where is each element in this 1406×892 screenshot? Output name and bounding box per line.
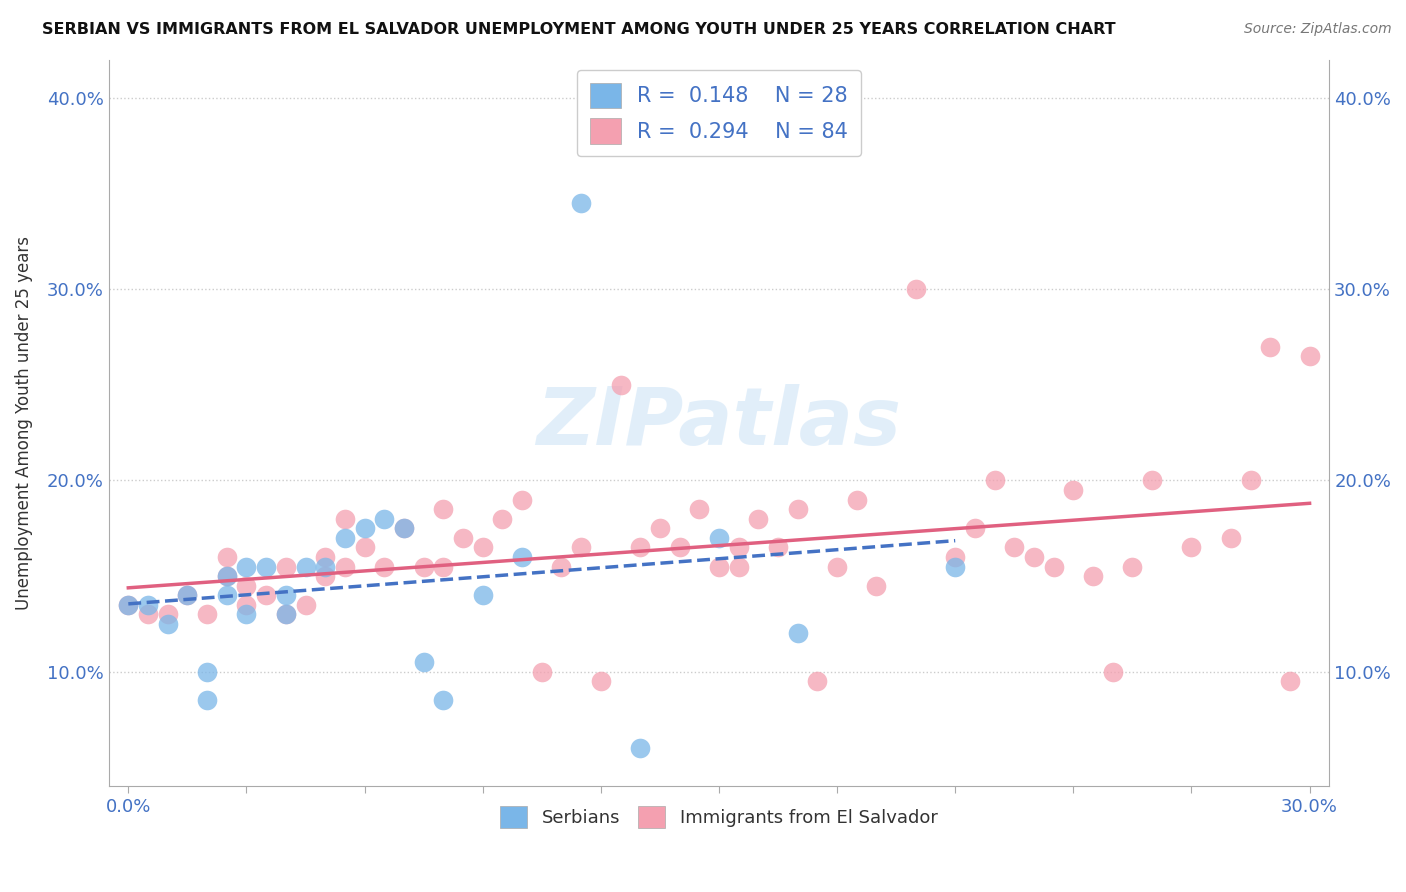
Point xyxy=(235,607,257,622)
Point xyxy=(1081,569,1104,583)
Point xyxy=(156,607,179,622)
Point xyxy=(727,541,749,555)
Point xyxy=(215,569,238,583)
Point xyxy=(904,282,927,296)
Point xyxy=(1180,541,1202,555)
Point xyxy=(156,616,179,631)
Point xyxy=(727,559,749,574)
Point xyxy=(1121,559,1143,574)
Point xyxy=(235,598,257,612)
Point xyxy=(314,569,336,583)
Point xyxy=(589,674,612,689)
Point xyxy=(845,492,868,507)
Point xyxy=(786,502,808,516)
Point xyxy=(333,559,356,574)
Point xyxy=(707,531,730,545)
Point xyxy=(412,655,434,669)
Point xyxy=(392,521,415,535)
Point xyxy=(235,559,257,574)
Point xyxy=(806,674,828,689)
Point xyxy=(274,588,297,602)
Point xyxy=(1042,559,1064,574)
Point xyxy=(1258,339,1281,353)
Point xyxy=(432,559,454,574)
Text: Source: ZipAtlas.com: Source: ZipAtlas.com xyxy=(1244,22,1392,37)
Point xyxy=(609,377,631,392)
Legend: Serbians, Immigrants from El Salvador: Serbians, Immigrants from El Salvador xyxy=(494,799,945,836)
Point xyxy=(333,531,356,545)
Point xyxy=(176,588,198,602)
Text: SERBIAN VS IMMIGRANTS FROM EL SALVADOR UNEMPLOYMENT AMONG YOUTH UNDER 25 YEARS C: SERBIAN VS IMMIGRANTS FROM EL SALVADOR U… xyxy=(42,22,1116,37)
Point xyxy=(963,521,986,535)
Point xyxy=(1219,531,1241,545)
Point xyxy=(550,559,572,574)
Point xyxy=(786,626,808,640)
Point xyxy=(117,598,139,612)
Point xyxy=(747,511,769,525)
Point xyxy=(432,693,454,707)
Point xyxy=(569,541,592,555)
Point xyxy=(628,541,651,555)
Point xyxy=(117,598,139,612)
Y-axis label: Unemployment Among Youth under 25 years: Unemployment Among Youth under 25 years xyxy=(15,236,32,610)
Point xyxy=(983,474,1005,488)
Point xyxy=(530,665,553,679)
Point xyxy=(1002,541,1025,555)
Point xyxy=(195,665,218,679)
Point xyxy=(274,607,297,622)
Point xyxy=(569,196,592,211)
Point xyxy=(628,741,651,756)
Point xyxy=(215,569,238,583)
Point xyxy=(176,588,198,602)
Point xyxy=(274,559,297,574)
Point xyxy=(353,521,375,535)
Point xyxy=(215,588,238,602)
Point xyxy=(1140,474,1163,488)
Point xyxy=(254,588,277,602)
Point xyxy=(471,588,494,602)
Point xyxy=(1101,665,1123,679)
Point xyxy=(373,511,395,525)
Point xyxy=(314,559,336,574)
Point xyxy=(510,492,533,507)
Point xyxy=(648,521,671,535)
Point xyxy=(254,559,277,574)
Point xyxy=(136,607,159,622)
Point xyxy=(766,541,789,555)
Point xyxy=(353,541,375,555)
Point xyxy=(1022,549,1045,564)
Point xyxy=(865,579,887,593)
Point xyxy=(373,559,395,574)
Point xyxy=(195,607,218,622)
Point xyxy=(235,579,257,593)
Point xyxy=(294,598,316,612)
Point xyxy=(707,559,730,574)
Point xyxy=(195,693,218,707)
Point xyxy=(1062,483,1084,497)
Point xyxy=(943,559,966,574)
Point xyxy=(294,559,316,574)
Point xyxy=(412,559,434,574)
Point xyxy=(1239,474,1261,488)
Point xyxy=(215,549,238,564)
Point xyxy=(688,502,710,516)
Point xyxy=(943,549,966,564)
Point xyxy=(333,511,356,525)
Point xyxy=(491,511,513,525)
Point xyxy=(274,607,297,622)
Point xyxy=(136,598,159,612)
Point xyxy=(471,541,494,555)
Text: ZIPatlas: ZIPatlas xyxy=(537,384,901,462)
Point xyxy=(825,559,848,574)
Point xyxy=(1298,349,1320,363)
Point xyxy=(432,502,454,516)
Point xyxy=(668,541,690,555)
Point xyxy=(392,521,415,535)
Point xyxy=(510,549,533,564)
Point xyxy=(314,549,336,564)
Point xyxy=(451,531,474,545)
Point xyxy=(1278,674,1301,689)
